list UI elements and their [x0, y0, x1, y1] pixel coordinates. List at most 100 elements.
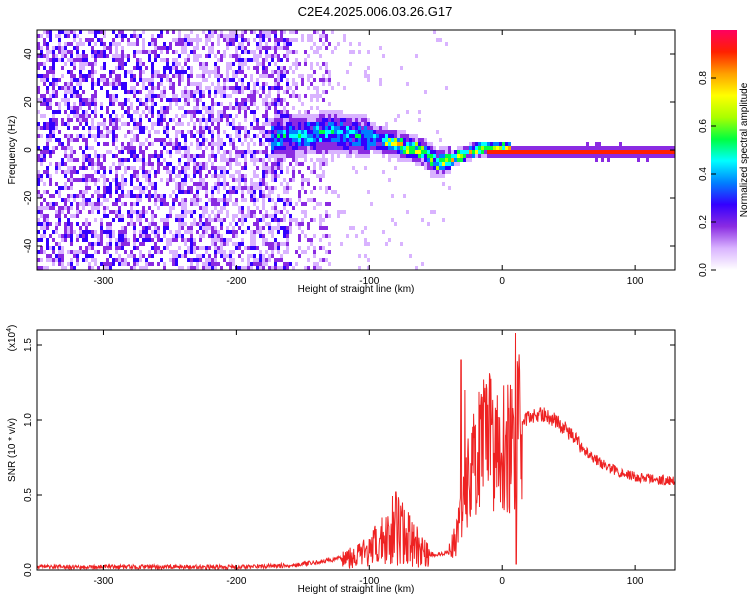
heatmap-cell: [79, 142, 82, 146]
heatmap-cell: [61, 50, 64, 54]
heatmap-cell: [436, 158, 439, 162]
heatmap-cell: [502, 146, 505, 150]
heatmap-cell: [37, 170, 40, 174]
heatmap-cell: [175, 250, 178, 254]
heatmap-cell: [319, 222, 322, 226]
heatmap-cell: [160, 98, 163, 102]
heatmap-cell: [100, 194, 103, 198]
heatmap-cell: [157, 114, 160, 118]
heatmap-cell: [166, 30, 169, 34]
heatmap-cell: [229, 86, 232, 90]
heatmap-cell: [64, 230, 67, 234]
heatmap-cell: [340, 130, 343, 134]
heatmap-cell: [265, 242, 268, 246]
heatmap-cell: [97, 30, 100, 34]
heatmap-cell: [37, 210, 40, 214]
heatmap-cell: [49, 150, 52, 154]
heatmap-cell: [172, 62, 175, 66]
heatmap-cell: [169, 42, 172, 46]
heatmap-cell: [100, 154, 103, 158]
heatmap-cell: [91, 210, 94, 214]
heatmap-cell: [43, 170, 46, 174]
heatmap-cell: [154, 58, 157, 62]
heatmap-cell: [85, 182, 88, 186]
heatmap-cell: [520, 150, 523, 154]
heatmap-cell: [172, 146, 175, 150]
heatmap-cell: [568, 146, 571, 150]
heatmap-cell: [88, 154, 91, 158]
heatmap-cell: [286, 58, 289, 62]
heatmap-cell: [214, 30, 217, 34]
heatmap-cell: [100, 66, 103, 70]
heatmap-cell: [133, 266, 136, 270]
heatmap-cell: [61, 162, 64, 166]
heatmap-cell: [328, 70, 331, 74]
heatmap-cell: [235, 34, 238, 38]
heatmap-cell: [271, 154, 274, 158]
heatmap-cell: [223, 254, 226, 258]
heatmap-cell: [106, 190, 109, 194]
heatmap-cell: [253, 194, 256, 198]
heatmap-cell: [259, 42, 262, 46]
heatmap-cell: [184, 90, 187, 94]
heatmap-cell: [268, 226, 271, 230]
heatmap-cell: [292, 122, 295, 126]
heatmap-cell: [379, 138, 382, 142]
heatmap-cell: [229, 42, 232, 46]
heatmap-cell: [403, 150, 406, 154]
heatmap-cell: [223, 150, 226, 154]
heatmap-cell: [319, 246, 322, 250]
heatmap-cell: [301, 174, 304, 178]
heatmap-cell: [199, 154, 202, 158]
heatmap-cell: [229, 154, 232, 158]
heatmap-cell: [271, 74, 274, 78]
heatmap-cell: [421, 146, 424, 150]
heatmap-cell: [232, 118, 235, 122]
heatmap-cell: [214, 90, 217, 94]
heatmap-cell: [91, 30, 94, 34]
heatmap-cell: [103, 34, 106, 38]
heatmap-cell: [85, 58, 88, 62]
heatmap-cell: [259, 138, 262, 142]
heatmap-cell: [208, 254, 211, 258]
heatmap-cell: [76, 94, 79, 98]
heatmap-cell: [91, 70, 94, 74]
heatmap-cell: [490, 154, 493, 158]
heatmap-cell: [181, 182, 184, 186]
y-tick-label: 20: [23, 96, 34, 108]
heatmap-cell: [190, 134, 193, 138]
heatmap-cell: [82, 194, 85, 198]
heatmap-cell: [124, 122, 127, 126]
heatmap-cell: [337, 214, 340, 218]
heatmap-cell: [232, 218, 235, 222]
heatmap-cell: [265, 46, 268, 50]
heatmap-cell: [205, 42, 208, 46]
heatmap-cell: [61, 54, 64, 58]
heatmap-cell: [274, 210, 277, 214]
heatmap-cell: [307, 266, 310, 270]
heatmap-cell: [151, 122, 154, 126]
heatmap-cell: [76, 90, 79, 94]
heatmap-cell: [187, 146, 190, 150]
heatmap-cell: [235, 198, 238, 202]
heatmap-cell: [250, 154, 253, 158]
heatmap-cell: [256, 58, 259, 62]
heatmap-cell: [247, 86, 250, 90]
heatmap-cell: [70, 94, 73, 98]
heatmap-cell: [181, 202, 184, 206]
heatmap-cell: [316, 62, 319, 66]
heatmap-cell: [409, 162, 412, 166]
heatmap-cell: [112, 218, 115, 222]
heatmap-cell: [88, 178, 91, 182]
heatmap-cell: [169, 162, 172, 166]
heatmap-cell: [109, 50, 112, 54]
heatmap-cell: [211, 242, 214, 246]
heatmap-cell: [271, 250, 274, 254]
heatmap-cell: [235, 98, 238, 102]
heatmap-cell: [94, 106, 97, 110]
heatmap-cell: [334, 142, 337, 146]
heatmap-cell: [253, 30, 256, 34]
heatmap-cell: [121, 150, 124, 154]
heatmap-cell: [199, 130, 202, 134]
heatmap-cell: [94, 90, 97, 94]
